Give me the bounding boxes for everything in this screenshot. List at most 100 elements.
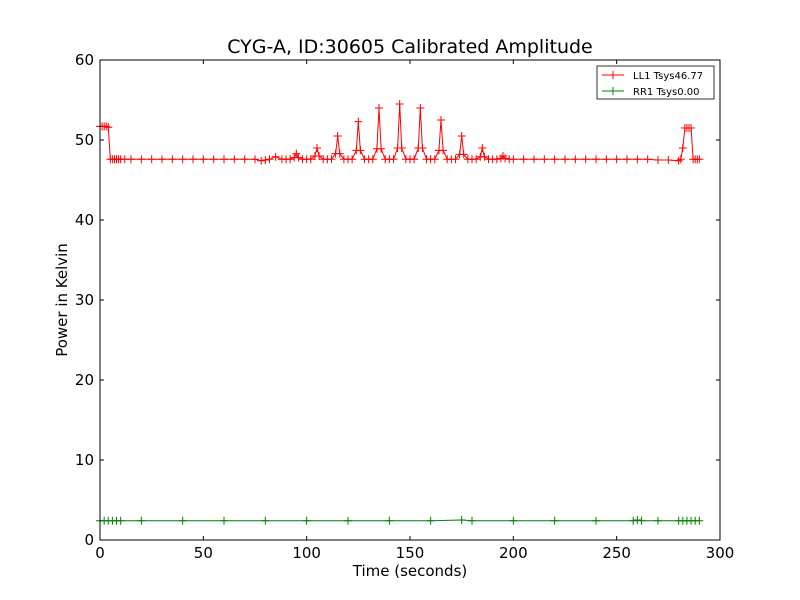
legend: LL1 Tsys46.77 RR1 Tsys0.00 bbox=[596, 65, 715, 100]
data-point bbox=[654, 516, 662, 525]
data-point bbox=[451, 155, 460, 164]
x-tick-label: 150 bbox=[396, 544, 425, 562]
data-point bbox=[220, 516, 228, 525]
data-point bbox=[633, 155, 642, 164]
data-point bbox=[315, 152, 324, 160]
data-point bbox=[178, 155, 187, 164]
data-point bbox=[629, 516, 638, 525]
data-point bbox=[459, 150, 468, 159]
tick-layer: 0 50 100 150 200 250 300 0 10 20 30 40 50 60 bbox=[75, 51, 734, 562]
data-point bbox=[333, 132, 342, 140]
data-point bbox=[623, 155, 631, 164]
data-point bbox=[127, 155, 135, 164]
data-point bbox=[687, 124, 696, 132]
legend-marker bbox=[609, 87, 617, 95]
data-point bbox=[368, 155, 377, 164]
data-point bbox=[480, 152, 489, 161]
data-point bbox=[410, 155, 419, 164]
y-tick-label: 20 bbox=[75, 371, 94, 389]
data-point bbox=[530, 155, 538, 164]
data-point bbox=[261, 156, 270, 164]
data-point bbox=[335, 149, 344, 158]
data-point bbox=[302, 516, 311, 525]
data-point bbox=[426, 516, 435, 525]
chart-title: CYG-A, ID:30605 Calibrated Amplitude bbox=[227, 36, 592, 58]
data-point bbox=[581, 155, 590, 164]
data-point bbox=[561, 155, 569, 164]
legend-label: LL1 Tsys46.77 bbox=[633, 71, 703, 82]
data-point bbox=[158, 155, 166, 164]
data-point bbox=[385, 516, 394, 525]
legend-box bbox=[596, 65, 715, 100]
x-tick-label: 100 bbox=[292, 544, 321, 562]
data-point bbox=[571, 155, 580, 164]
series-1 bbox=[96, 100, 704, 165]
data-point bbox=[478, 144, 487, 152]
data-point bbox=[354, 117, 363, 126]
data-point bbox=[550, 516, 559, 525]
data-point bbox=[344, 516, 352, 525]
data-point bbox=[678, 144, 687, 152]
data-point bbox=[230, 155, 239, 164]
data-point bbox=[612, 155, 621, 164]
data-point bbox=[519, 155, 528, 164]
x-tick-label: 300 bbox=[706, 544, 735, 562]
series-layer bbox=[96, 100, 704, 525]
data-point bbox=[189, 155, 197, 164]
data-point bbox=[257, 156, 266, 165]
data-point bbox=[306, 155, 315, 164]
data-point bbox=[509, 155, 518, 164]
legend-items: LL1 Tsys46.77 RR1 Tsys0.00 bbox=[602, 71, 703, 98]
data-point bbox=[102, 122, 111, 131]
data-point bbox=[633, 516, 642, 524]
y-tick-label: 10 bbox=[75, 451, 94, 469]
data-point bbox=[509, 516, 518, 525]
data-point bbox=[664, 156, 673, 164]
data-point bbox=[395, 100, 404, 108]
data-point bbox=[416, 104, 425, 112]
data-point bbox=[348, 155, 357, 164]
data-point bbox=[327, 155, 336, 164]
data-point bbox=[209, 155, 218, 164]
data-point bbox=[437, 116, 445, 124]
data-point bbox=[313, 144, 321, 152]
data-point bbox=[377, 144, 386, 153]
data-point bbox=[397, 144, 406, 152]
y-axis-label: Power in Kelvin bbox=[53, 243, 71, 357]
data-point bbox=[418, 144, 427, 152]
data-point bbox=[643, 155, 652, 164]
data-point bbox=[439, 146, 448, 155]
data-point bbox=[540, 155, 549, 164]
legend-entry: RR1 Tsys0.00 bbox=[602, 87, 700, 98]
data-point bbox=[265, 155, 274, 164]
data-point bbox=[695, 155, 704, 164]
data-point bbox=[472, 155, 481, 164]
y-tick-label: 30 bbox=[75, 291, 94, 309]
data-point bbox=[271, 152, 280, 161]
data-point bbox=[116, 516, 125, 525]
y-tick-label: 60 bbox=[75, 51, 94, 69]
x-tick-label: 250 bbox=[602, 544, 631, 562]
data-point bbox=[137, 155, 146, 164]
x-axis-label: Time (seconds) bbox=[352, 562, 468, 580]
data-point bbox=[240, 155, 249, 164]
data-point bbox=[294, 153, 303, 162]
data-point bbox=[286, 155, 295, 164]
y-tick-label: 0 bbox=[84, 531, 94, 549]
data-point bbox=[468, 516, 476, 525]
data-point bbox=[430, 155, 439, 164]
data-point bbox=[292, 149, 301, 158]
data-point bbox=[637, 516, 646, 525]
data-point bbox=[137, 516, 146, 525]
data-point bbox=[261, 516, 270, 525]
data-point bbox=[251, 155, 259, 164]
data-point bbox=[550, 155, 559, 164]
plot-area bbox=[100, 60, 720, 540]
y-tick-label: 50 bbox=[75, 131, 94, 149]
legend-entry: LL1 Tsys46.77 bbox=[602, 71, 703, 82]
data-point bbox=[375, 104, 383, 112]
data-point bbox=[695, 516, 704, 525]
data-point bbox=[492, 155, 501, 164]
data-point bbox=[602, 155, 611, 164]
